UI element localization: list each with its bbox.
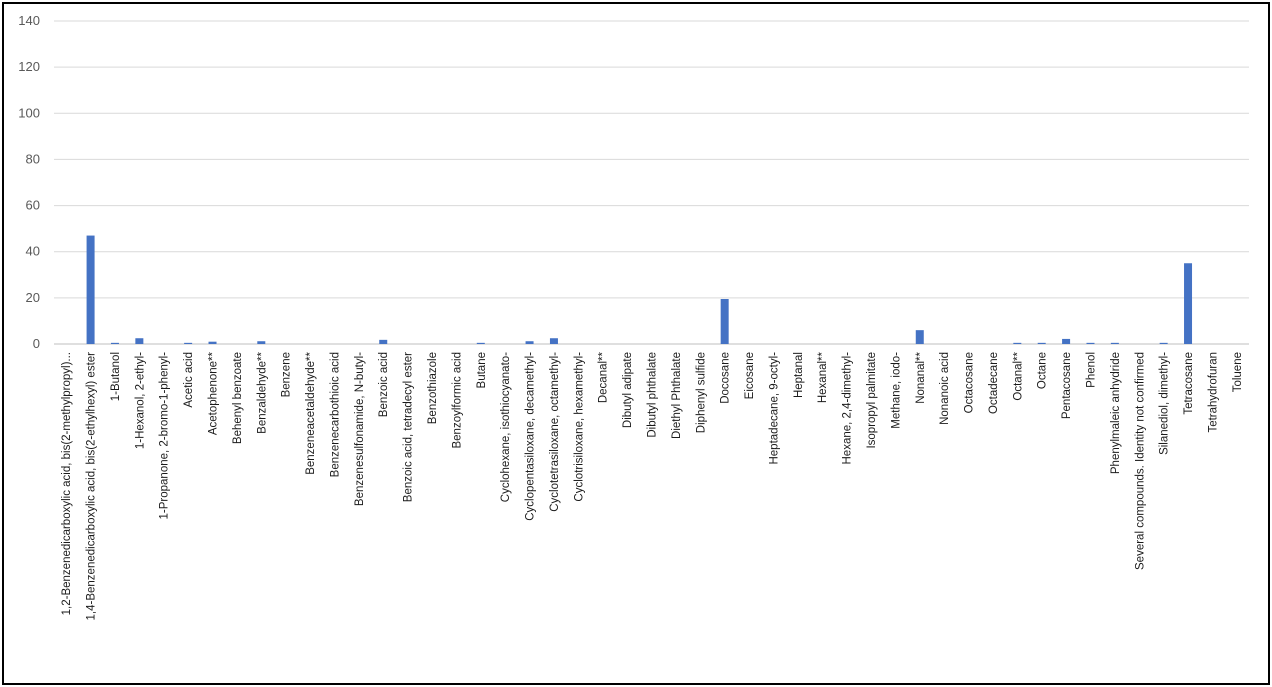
x-tick-label: Acetic acid [183,352,195,408]
bar [1013,342,1022,344]
x-tick-label: Hexanal** [817,351,829,403]
y-tick-label: 20 [26,290,40,305]
x-tick-label: 1-Hexanol, 2-ethyl- [134,352,146,449]
x-tick-label: Dibutyl adipate [622,352,634,428]
y-tick-label: 80 [26,151,40,166]
x-tick-label: Benzaldehyde** [256,351,268,433]
x-tick-label: Eicosane [744,352,756,399]
x-tick-label: Benzenesulfonamide, N-butyl- [354,352,366,506]
x-tick-label: Benzoylformic acid [451,352,463,449]
x-axis-ticks: 1,2-Benzenedicarboxylic acid, bis(2-meth… [61,351,1244,620]
x-tick-label: Tetracosane [1183,352,1195,415]
x-tick-label: Cyclotetrasiloxane, octamethyl- [549,352,561,512]
x-tick-label: 1,2-Benzenedicarboxylic acid, bis(2-meth… [61,352,73,615]
x-tick-label: Cyclohexane, isothiocyanato- [500,352,512,502]
x-tick-label: Phenylmaleic anhydride [1110,352,1122,474]
bar [549,338,558,344]
x-tick-label: Tetrahydrofuran [1207,352,1219,433]
x-tick-label: Octadecane [988,352,1000,414]
x-tick-label: Nonanoic acid [939,352,951,425]
y-tick-label: 40 [26,244,40,259]
bar [1037,342,1046,344]
x-tick-label: Hexane, 2,4-dimethyl- [842,352,854,465]
bar [915,330,924,344]
y-tick-label: 140 [18,13,40,28]
x-tick-label: Phenol [1085,352,1097,388]
bar [110,342,119,344]
bar [1159,342,1168,344]
bar [1184,263,1193,344]
x-tick-label: Diethyl Phthalate [671,352,683,439]
x-tick-label: Benzene [281,352,293,397]
y-axis-ticks: 0 20 40 60 80 100 120 140 [18,13,40,351]
x-tick-label: Behenyl benzoate [232,352,244,444]
x-tick-label: Benzothiazole [427,352,439,424]
y-tick-label: 0 [33,336,40,351]
bar [208,341,217,344]
bar [1062,338,1071,344]
y-tick-label: 100 [18,105,40,120]
bar [257,341,266,344]
x-tick-label: Toluene [1232,352,1244,392]
x-tick-label: Butane [476,352,488,388]
bar [86,235,95,344]
x-tick-label: Benzenecarbothioic acid [329,352,341,477]
bars [86,235,1193,344]
bar [525,341,534,344]
bar [184,342,193,344]
x-tick-label: 1-Butanol [110,352,122,401]
x-tick-label: Benzeneacetaldehyde** [305,351,317,474]
bar [476,342,485,344]
y-tick-label: 120 [18,59,40,74]
bar [720,299,729,344]
x-tick-label: Methane, iodo- [890,352,902,429]
x-tick-label: Octacosane [964,352,976,413]
bar [1086,342,1095,344]
x-tick-label: Several compounds. Identity not confirme… [1134,352,1146,570]
x-tick-label: Octane [1037,352,1049,389]
bar [135,338,144,344]
x-tick-label: Docosane [720,352,732,404]
x-tick-label: Decanal** [598,351,610,403]
gridlines [54,20,1249,345]
x-tick-label: Benzoic acid, tetradecyl ester [403,352,415,502]
bar [379,339,388,344]
bar [1110,342,1119,344]
x-tick-label: 1,4-Benzenedicarboxylic acid, bis(2-ethy… [86,352,98,621]
x-tick-label: Silanediol, dimethyl- [1159,352,1171,455]
x-tick-label: Diphenyl sulfide [695,352,707,433]
x-tick-label: Heptadecane, 9-octyl- [768,352,780,465]
x-tick-label: Dibutyl phthalate [647,352,659,438]
x-tick-label: Heptanal [793,352,805,398]
x-tick-label: 1-Propanone, 2-bromo-1-phenyl- [159,352,171,520]
x-tick-label: Isopropyl palmitate [866,352,878,449]
x-tick-label: Cyclopentasiloxane, decamethyl- [525,352,537,521]
x-tick-label: Octanal** [1012,351,1024,400]
x-tick-label: Acetophenone** [208,351,220,435]
x-tick-label: Pentacosane [1061,352,1073,419]
y-tick-label: 60 [26,198,40,213]
x-tick-label: Cyclotrisiloxane, hexamethyl- [573,352,585,502]
x-tick-label: Benzoic acid [378,352,390,417]
x-tick-label: Nonanal** [915,351,927,403]
